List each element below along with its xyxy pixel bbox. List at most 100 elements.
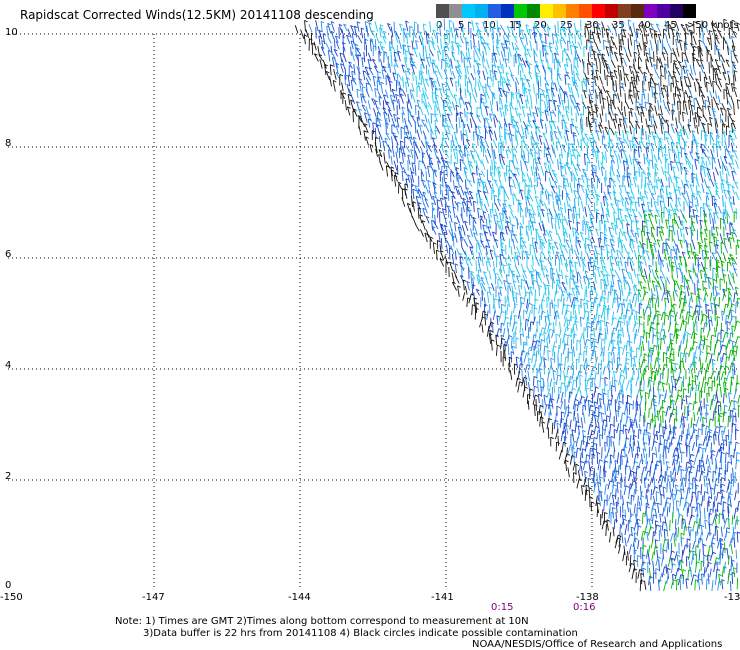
wind-barb-flag	[473, 232, 477, 235]
wind-barb	[634, 296, 638, 307]
wind-barb-flag	[720, 329, 725, 332]
wind-barb-flag	[668, 196, 672, 200]
wind-barb-flag	[555, 290, 560, 293]
wind-barb	[613, 90, 618, 99]
wind-barb	[407, 174, 411, 183]
wind-barb-flag	[560, 206, 564, 210]
wind-barb	[406, 68, 411, 75]
wind-barb-flag	[551, 245, 556, 249]
wind-barb-flag	[470, 150, 474, 153]
wind-barb-flag	[468, 209, 472, 212]
wind-barb-flag	[356, 88, 361, 92]
wind-barb	[432, 181, 437, 189]
wind-barb	[385, 122, 387, 134]
wind-barb	[427, 165, 431, 178]
wind-barb	[525, 225, 528, 236]
wind-barb	[712, 279, 715, 290]
wind-barb	[350, 40, 354, 50]
wind-barb	[573, 134, 575, 146]
wind-barb	[601, 135, 604, 146]
wind-barb	[683, 41, 688, 51]
wind-barb-flag	[708, 276, 712, 280]
wind-barb	[733, 54, 739, 63]
wind-barb-flag	[729, 253, 733, 257]
wind-barb	[484, 138, 489, 148]
wind-barb-flag	[688, 200, 693, 204]
wind-barb	[647, 279, 650, 291]
wind-barb	[476, 134, 479, 146]
wind-barb-flag	[466, 200, 471, 203]
wind-barb	[661, 39, 664, 49]
wind-barb-flag	[692, 208, 697, 212]
wind-barb-flag	[342, 92, 347, 95]
wind-barb-flag	[559, 153, 563, 157]
wind-barb-flag	[445, 88, 450, 91]
wind-barb	[371, 58, 377, 68]
wind-barb	[481, 282, 486, 292]
wind-barb	[521, 250, 524, 261]
wind-barb	[392, 99, 395, 111]
wind-barb-flag	[593, 140, 597, 144]
wind-barb-flag	[642, 275, 646, 278]
wind-barb	[450, 168, 455, 178]
wind-barb	[560, 286, 565, 297]
wind-barb	[473, 225, 478, 236]
wind-barb	[422, 130, 427, 139]
wind-barb-flag	[650, 23, 654, 26]
wind-barb-flag	[593, 118, 598, 121]
wind-barb	[557, 73, 562, 81]
wind-barb-flag	[510, 185, 514, 188]
wind-barb	[530, 136, 533, 146]
wind-barb	[575, 285, 580, 296]
wind-barb	[508, 65, 513, 75]
wind-barb-flag	[673, 59, 678, 63]
wind-barb	[626, 271, 631, 280]
wind-barb-flag	[587, 105, 591, 109]
wind-barb	[624, 139, 629, 147]
wind-barb-flag	[534, 151, 539, 155]
wind-barb	[661, 52, 666, 61]
wind-barb-flag	[704, 338, 709, 341]
wind-barb-flag	[691, 194, 696, 198]
wind-barb-flag	[629, 34, 634, 37]
wind-barb-flag	[571, 287, 576, 290]
wind-barb-flag	[478, 244, 482, 248]
wind-barb-flag	[538, 149, 543, 152]
wind-barb	[478, 173, 482, 182]
wind-barb-flag	[723, 155, 728, 159]
wind-barb	[353, 108, 358, 117]
wind-barb	[320, 46, 326, 56]
wind-barb-flag	[520, 189, 524, 192]
wind-barb-flag	[558, 88, 563, 91]
wind-barb-flag	[586, 178, 591, 181]
wind-barb-flag	[544, 44, 548, 48]
wind-barb-flag	[616, 142, 620, 145]
wind-barb	[493, 58, 497, 68]
wind-barb-flag	[683, 41, 688, 44]
wind-barb	[473, 50, 475, 63]
wind-barb-flag	[591, 320, 596, 324]
wind-barb	[690, 42, 696, 52]
wind-barb-flag	[360, 27, 365, 30]
wind-barb	[636, 273, 640, 285]
wind-barb-flag	[537, 157, 541, 160]
wind-barb	[421, 220, 426, 231]
wind-barb	[499, 286, 502, 296]
wind-barb-flag	[700, 206, 704, 209]
wind-barb	[577, 256, 581, 267]
wind-barb-flag	[541, 310, 546, 314]
wind-barb-flag	[382, 65, 387, 69]
wind-barb	[687, 315, 690, 325]
wind-barb-flag	[429, 156, 433, 160]
wind-barb-flag	[511, 148, 515, 151]
wind-barb	[727, 150, 733, 160]
wind-barb-flag	[640, 111, 645, 115]
wind-barb	[462, 133, 465, 146]
wind-barb-flag	[539, 199, 544, 203]
wind-barb	[688, 297, 691, 308]
wind-barb-flag	[495, 46, 500, 49]
wind-barb-flag	[565, 58, 570, 61]
wind-barb-flag	[514, 321, 518, 324]
wind-barb	[576, 138, 580, 148]
wind-barb	[347, 75, 351, 87]
